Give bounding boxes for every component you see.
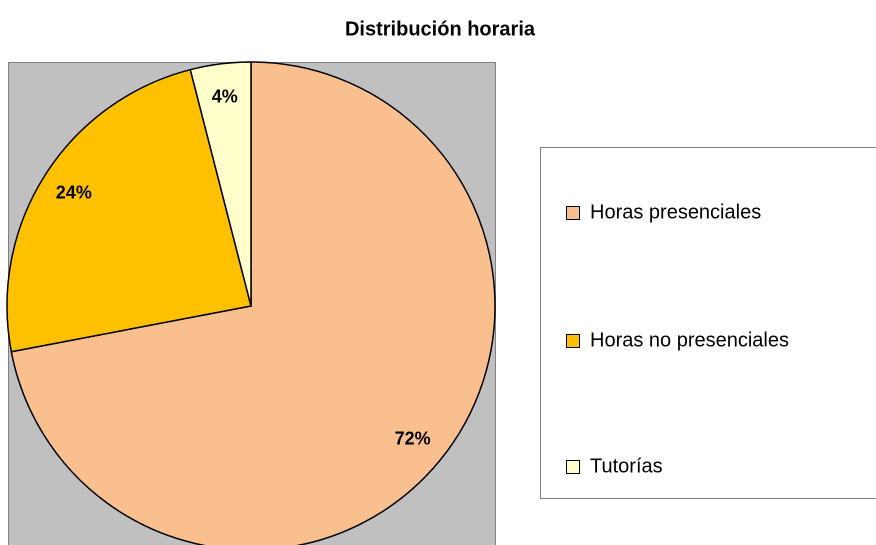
legend-label: Tutorías	[590, 455, 663, 477]
pie-slice	[189, 61, 252, 307]
data-label: 72%	[395, 429, 431, 449]
legend-box	[540, 147, 876, 499]
legend-swatch	[566, 460, 580, 474]
legend-label: Horas presenciales	[590, 201, 761, 223]
data-label: 4%	[212, 87, 238, 107]
chart-title: Distribución horaria	[345, 18, 536, 40]
data-label: 24%	[56, 182, 92, 202]
pie-slice	[6, 68, 252, 353]
pie-slice	[10, 61, 496, 545]
legend-swatch	[566, 206, 580, 220]
legend-label: Horas no presenciales	[590, 329, 789, 351]
legend-swatch	[566, 334, 580, 348]
